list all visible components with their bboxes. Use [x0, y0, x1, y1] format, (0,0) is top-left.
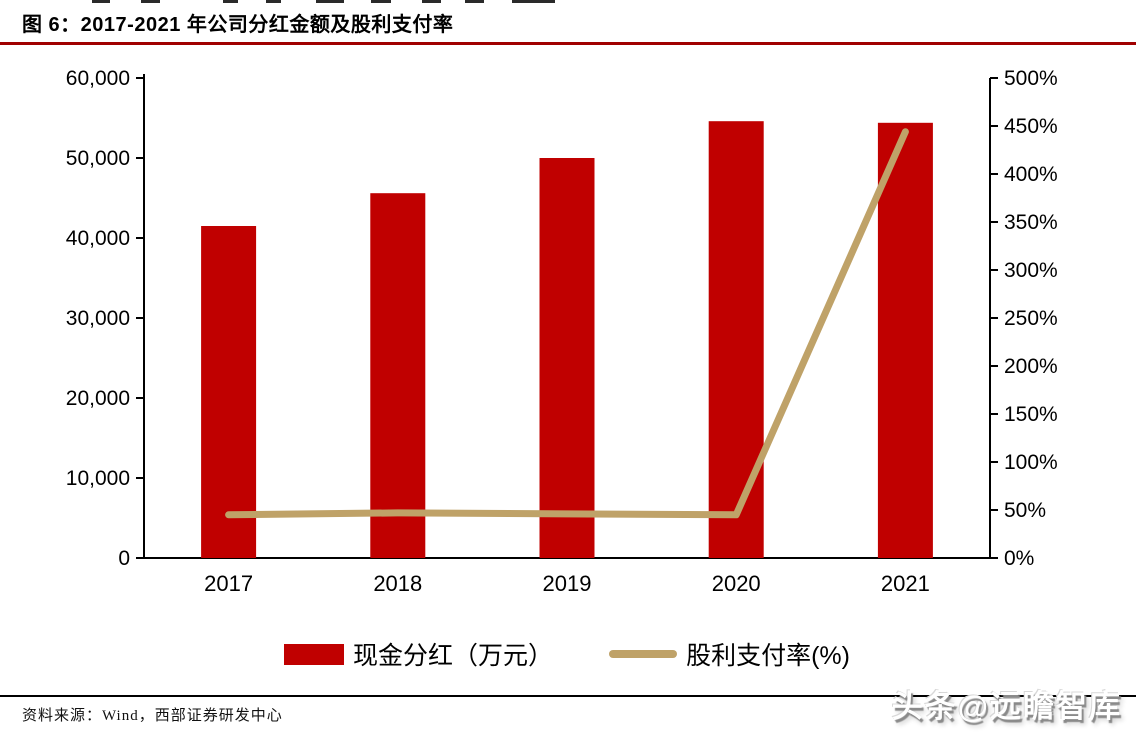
- legend-label: 现金分红（万元）: [353, 642, 554, 670]
- left-axis-label: 60,000: [66, 67, 130, 90]
- bar-2018: [370, 193, 426, 558]
- left-axis-label: 30,000: [66, 307, 130, 330]
- cropped-text-artifact: [371, 0, 391, 3]
- legend-item-payout-ratio: 股利支付率(%): [609, 636, 850, 672]
- x-axis-label-2018: 2018: [373, 571, 422, 596]
- right-axis-label: 350%: [1004, 211, 1058, 234]
- right-axis-label: 150%: [1004, 403, 1058, 426]
- watermark-text: 头条@远瞻智库: [891, 689, 1122, 724]
- left-axis-label: 20,000: [66, 387, 130, 410]
- cropped-text-artifact: [512, 0, 555, 3]
- legend-bar-swatch: [284, 643, 345, 665]
- legend-label: 股利支付率(%): [686, 642, 850, 670]
- right-axis-label: 100%: [1004, 451, 1058, 474]
- bar-2019: [539, 158, 595, 558]
- bar-2020: [708, 121, 764, 558]
- chart-legend: 现金分红（万元） 股利支付率(%): [144, 634, 990, 674]
- left-axis-label: 50,000: [66, 147, 130, 170]
- bar-2021: [877, 122, 933, 559]
- dividend-chart: 0 10,000 20,000 30,000 40,000 50,000 60,000 0% 5…: [0, 60, 1136, 605]
- source-note: 资料来源：Wind，西部证券研发中心: [22, 708, 283, 724]
- right-axis-label: 200%: [1004, 355, 1058, 378]
- cropped-text-artifact: [141, 0, 160, 3]
- x-axis-label-2019: 2019: [543, 571, 592, 596]
- x-axis-label-2021: 2021: [881, 571, 930, 596]
- cropped-text-artifact: [422, 0, 441, 3]
- left-axis-label: 0: [118, 547, 130, 570]
- payout-ratio-line: [225, 128, 909, 519]
- cropped-text-artifact: [92, 0, 110, 3]
- cropped-text-artifact: [266, 0, 281, 3]
- x-axis-label-2020: 2020: [712, 571, 761, 596]
- right-axis-label: 400%: [1004, 163, 1058, 186]
- figure-title: 图 6：2017-2021 年公司分红金额及股利支付率: [22, 14, 454, 36]
- right-axis-label: 450%: [1004, 115, 1058, 138]
- right-axis-label: 250%: [1004, 307, 1058, 330]
- cropped-text-artifact: [223, 0, 238, 3]
- x-axis-label-2017: 2017: [204, 571, 253, 596]
- title-underline-rule: [0, 42, 1136, 45]
- right-axis-label: 300%: [1004, 259, 1058, 282]
- legend-line-swatch: [609, 650, 678, 658]
- right-axis-label: 0%: [1004, 547, 1034, 570]
- legend-item-cash-dividend: 现金分红（万元）: [284, 636, 553, 672]
- cropped-text-artifact: [316, 0, 344, 3]
- left-axis-label: 10,000: [66, 467, 130, 490]
- cropped-text-artifact: [465, 0, 484, 3]
- chart-canvas: 0 10,000 20,000 30,000 40,000 50,000 60,000 0% 5…: [66, 67, 1058, 596]
- right-axis-label: 500%: [1004, 67, 1058, 90]
- right-axis-label: 50%: [1004, 499, 1046, 522]
- footer-rule: [0, 695, 1136, 697]
- bar-2017: [201, 226, 257, 558]
- left-axis-label: 40,000: [66, 227, 130, 250]
